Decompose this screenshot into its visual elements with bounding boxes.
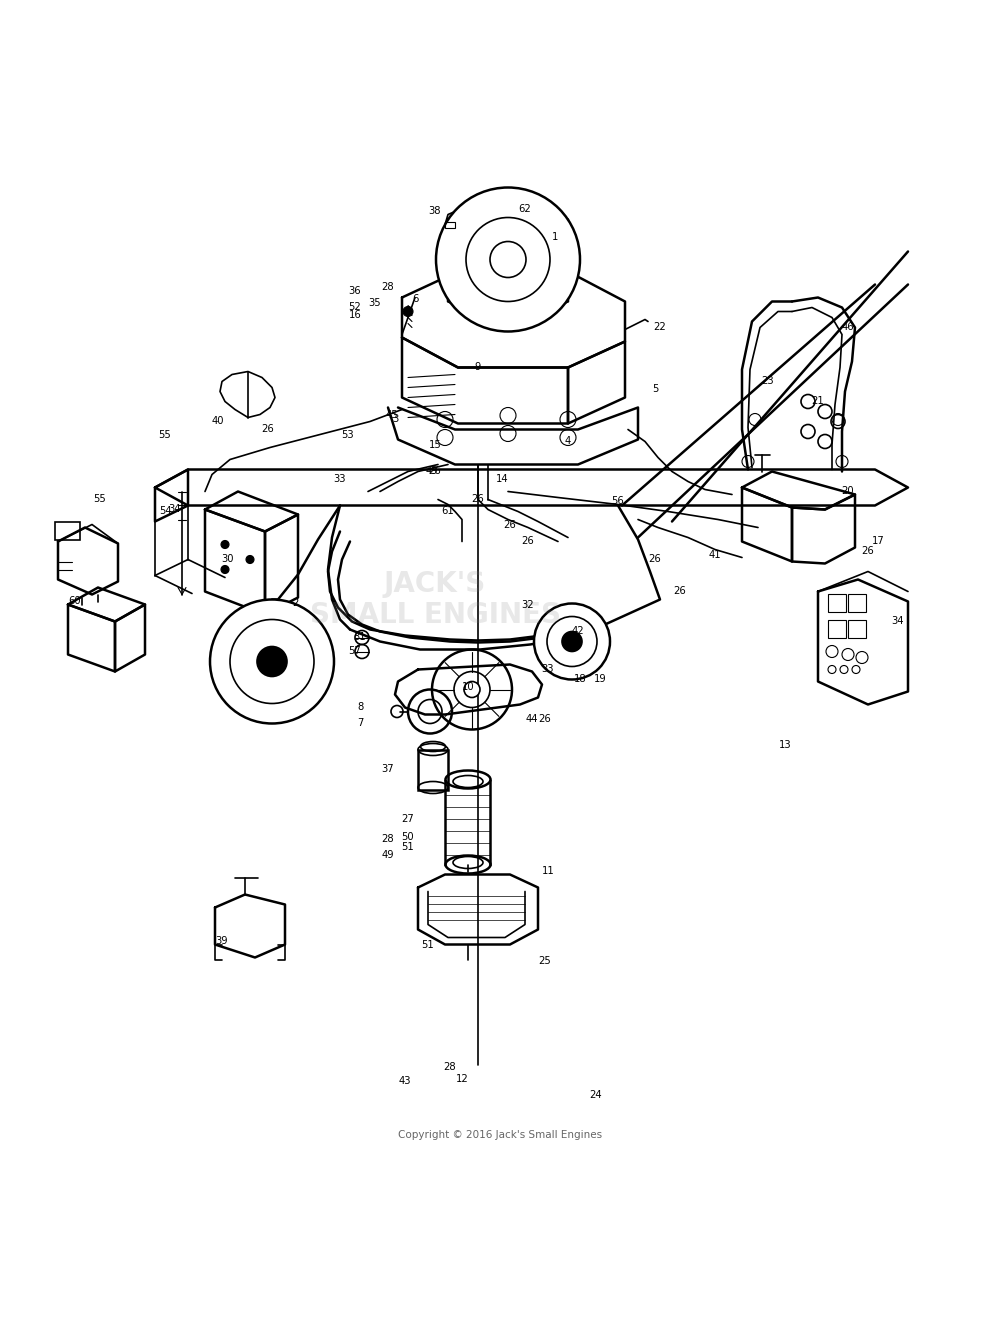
Circle shape: [547, 616, 597, 666]
Circle shape: [246, 555, 254, 563]
Text: 41: 41: [709, 550, 721, 559]
Text: 11: 11: [542, 867, 554, 877]
Text: 37: 37: [382, 765, 394, 774]
Text: 35: 35: [369, 298, 381, 309]
Circle shape: [403, 306, 413, 317]
Text: 44: 44: [526, 715, 538, 724]
Text: 24: 24: [590, 1089, 602, 1100]
Text: 26: 26: [539, 715, 551, 724]
Bar: [828, 620, 846, 637]
Circle shape: [534, 604, 610, 679]
Text: 55: 55: [94, 495, 106, 504]
Bar: [55, 521, 80, 539]
Text: 42: 42: [572, 627, 584, 637]
Bar: [828, 594, 846, 612]
Bar: [848, 620, 866, 637]
Text: 53: 53: [342, 430, 354, 439]
Text: 23: 23: [762, 376, 774, 386]
Text: 16: 16: [349, 310, 361, 321]
Text: 45: 45: [386, 409, 398, 419]
Text: 31: 31: [354, 633, 366, 642]
Text: 39: 39: [216, 936, 228, 947]
Text: 26: 26: [472, 495, 484, 504]
Text: 43: 43: [399, 1076, 411, 1087]
Text: 34: 34: [892, 616, 904, 627]
Text: JACK'S
SMALL ENGINES: JACK'S SMALL ENGINES: [310, 570, 560, 629]
Text: 15: 15: [429, 439, 441, 450]
Text: 51: 51: [402, 843, 414, 852]
Text: 28: 28: [382, 835, 394, 844]
Text: 22: 22: [654, 323, 666, 332]
Text: 49: 49: [426, 467, 438, 476]
Text: 13: 13: [779, 740, 791, 749]
Text: 49: 49: [382, 849, 394, 860]
Text: 34: 34: [169, 504, 181, 514]
Text: 30: 30: [222, 554, 234, 565]
Circle shape: [464, 682, 480, 698]
Text: 57: 57: [349, 646, 361, 657]
Text: 60: 60: [69, 596, 81, 607]
Bar: [848, 594, 866, 612]
Text: 38: 38: [262, 665, 274, 674]
Text: 1: 1: [552, 232, 558, 243]
Text: 54: 54: [159, 506, 171, 517]
Text: 40: 40: [212, 417, 224, 426]
Text: 4: 4: [565, 437, 571, 447]
Text: 2: 2: [292, 599, 298, 608]
Text: 28: 28: [444, 1063, 456, 1072]
Text: 12: 12: [456, 1075, 468, 1084]
Text: 32: 32: [522, 600, 534, 609]
Text: 26: 26: [429, 467, 441, 476]
Circle shape: [257, 646, 287, 677]
Circle shape: [221, 541, 229, 549]
Text: 10: 10: [462, 682, 474, 692]
Text: 46: 46: [842, 323, 854, 332]
Text: Copyright © 2016 Jack's Small Engines: Copyright © 2016 Jack's Small Engines: [398, 1129, 602, 1140]
Text: 21: 21: [812, 397, 824, 406]
Text: 9: 9: [475, 361, 481, 372]
Text: 26: 26: [649, 554, 661, 565]
Text: 6: 6: [412, 294, 418, 303]
Text: 25: 25: [539, 956, 551, 967]
Text: 55: 55: [159, 430, 171, 439]
Circle shape: [210, 600, 334, 724]
Text: 33: 33: [542, 665, 554, 674]
Text: 61: 61: [442, 506, 454, 517]
Text: 62: 62: [519, 204, 531, 215]
Text: 5: 5: [652, 385, 658, 394]
Circle shape: [221, 566, 229, 574]
Text: 19: 19: [594, 674, 606, 685]
Text: 18: 18: [574, 674, 586, 685]
Text: 7: 7: [357, 718, 363, 728]
Circle shape: [490, 241, 526, 277]
Text: 8: 8: [357, 703, 363, 712]
Text: 26: 26: [862, 546, 874, 557]
Text: 17: 17: [872, 537, 884, 546]
Text: 3: 3: [392, 414, 398, 425]
Text: 26: 26: [674, 587, 686, 596]
Circle shape: [562, 632, 582, 652]
Text: 38: 38: [429, 207, 441, 216]
Text: 14: 14: [496, 475, 508, 484]
Text: 51: 51: [422, 939, 434, 950]
Text: 26: 26: [504, 520, 516, 529]
Text: 27: 27: [402, 815, 414, 824]
Text: 56: 56: [612, 496, 624, 506]
Text: 26: 26: [522, 537, 534, 546]
Text: 26: 26: [262, 425, 274, 434]
Bar: [445, 222, 455, 227]
Text: 50: 50: [402, 832, 414, 843]
Text: 52: 52: [349, 302, 361, 311]
Circle shape: [230, 620, 314, 703]
Text: 33: 33: [334, 475, 346, 484]
Text: 20: 20: [842, 487, 854, 496]
Circle shape: [436, 187, 580, 331]
Text: 36: 36: [349, 286, 361, 297]
Bar: [418, 749, 448, 790]
Text: 28: 28: [382, 282, 394, 293]
